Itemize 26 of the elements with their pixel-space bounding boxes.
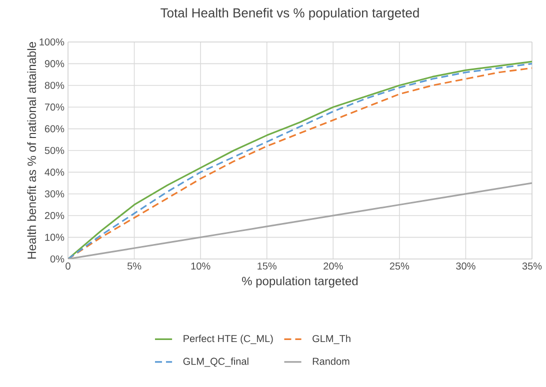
y-axis-title: Health benefit as % of national attainable	[27, 42, 36, 259]
chart-title: Total Health Benefit vs % population targeted	[160, 8, 419, 20]
legend-label: Perfect HTE (C_ML)	[184, 334, 273, 344]
y-tick-label: 0%	[50, 255, 64, 263]
x-axis-title: % population targeted	[242, 276, 358, 288]
y-tick-label: 90%	[44, 60, 64, 68]
y-tick-label: 50%	[44, 146, 64, 154]
legend-label: GLM_Th	[312, 334, 350, 344]
x-tick-label: 10%	[191, 262, 210, 270]
x-tick-label: 5%	[127, 262, 142, 270]
y-tick-label: 100%	[40, 38, 64, 46]
x-tick-label: 15%	[258, 262, 277, 270]
x-tick-label: 35%	[522, 262, 542, 270]
y-tick-label: 30%	[44, 190, 64, 198]
x-tick-label: 20%	[324, 262, 343, 270]
legend-label: GLM_QC_final	[183, 358, 248, 367]
y-tick-label: 80%	[44, 82, 64, 89]
legend-label: Random	[312, 358, 350, 365]
y-tick-label: 70%	[44, 104, 64, 111]
x-tick-label: 30%	[456, 262, 476, 270]
y-tick-label: 20%	[44, 212, 64, 220]
x-tick-label: 25%	[390, 262, 410, 270]
x-tick-label: 0	[66, 262, 70, 270]
y-tick-label: 60%	[44, 125, 64, 132]
y-tick-label: 40%	[44, 168, 64, 176]
y-tick-label: 10%	[45, 234, 64, 241]
